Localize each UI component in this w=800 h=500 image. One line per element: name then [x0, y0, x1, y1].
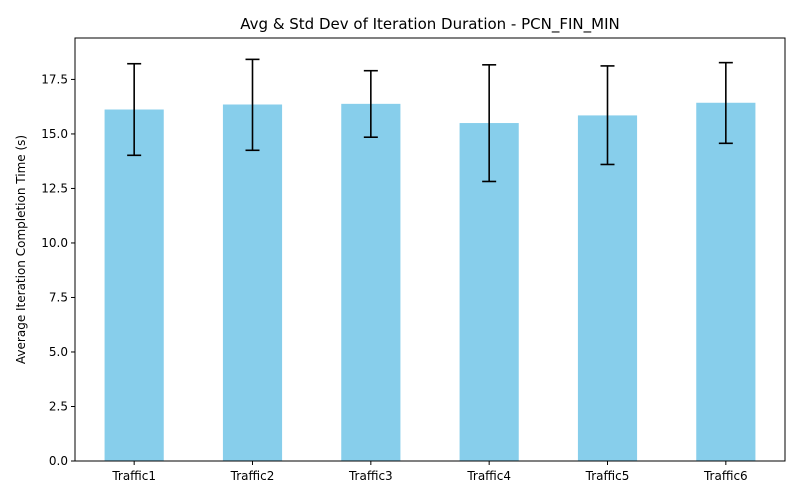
y-tick-label: 7.5	[49, 290, 68, 304]
x-tick-label: Traffic1	[111, 469, 156, 483]
y-tick-label: 12.5	[41, 181, 68, 195]
chart-title: Avg & Std Dev of Iteration Duration - PC…	[240, 15, 619, 34]
bar	[696, 102, 756, 462]
y-tick-label: 17.5	[41, 72, 68, 86]
y-axis-label: Average Iteration Completion Time (s)	[14, 135, 28, 364]
x-tick-label: Traffic2	[230, 469, 275, 483]
bar	[341, 103, 401, 462]
y-tick-label: 5.0	[49, 345, 68, 359]
x-tick-label: Traffic3	[348, 469, 393, 483]
x-tick-label: Traffic5	[585, 469, 630, 483]
plot-area: 0.02.55.07.510.012.515.017.5 Traffic1 Tra…	[41, 37, 786, 483]
y-tick-label: 2.5	[49, 399, 68, 413]
error-bars-layer	[127, 58, 733, 183]
y-tick-label: 0.0	[49, 454, 68, 468]
x-axis-ticks: Traffic1 Traffic2 Traffic3 Traffic4 Traffic5…	[111, 461, 748, 483]
plot-frame	[74, 37, 786, 462]
bar	[104, 109, 164, 462]
y-tick-label: 15.0	[41, 127, 68, 141]
bar	[222, 104, 283, 462]
bar	[577, 115, 638, 462]
y-tick-label: 10.0	[41, 236, 68, 250]
y-axis-ticks: 0.0 2.5 5.0 7.5 10.0 12.5 15.0 17.5	[41, 72, 75, 468]
bars-layer	[104, 102, 756, 462]
x-tick-label: Traffic6	[703, 469, 748, 483]
x-tick-label: Traffic4	[466, 469, 511, 483]
